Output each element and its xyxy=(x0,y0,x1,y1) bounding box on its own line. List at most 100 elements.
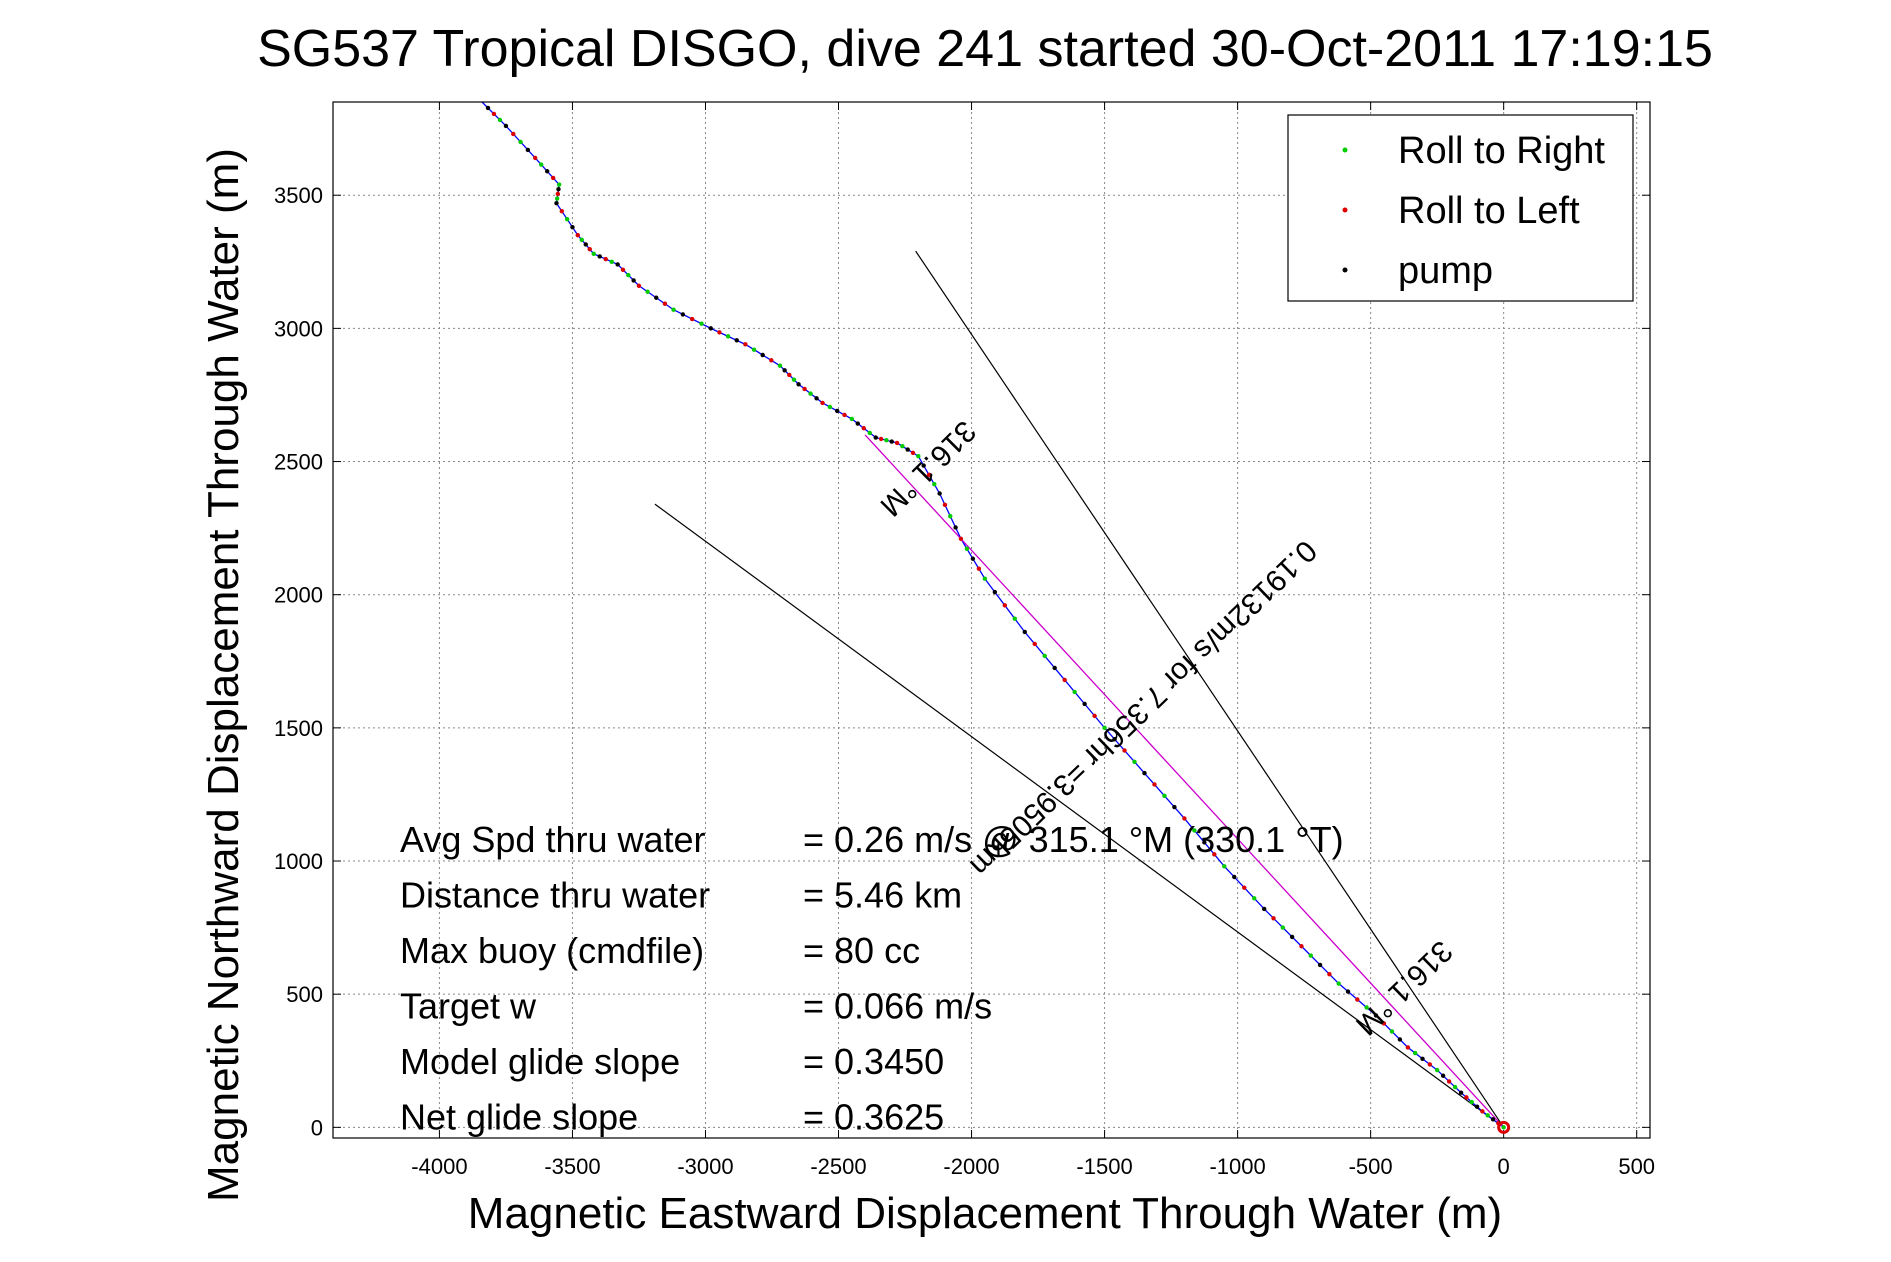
roll-marker xyxy=(626,272,631,278)
roll-marker xyxy=(1413,1050,1418,1056)
stat-label: Net glide slope xyxy=(400,1097,638,1138)
roll-marker xyxy=(970,556,976,561)
roll-marker xyxy=(1022,629,1027,635)
roll-marker xyxy=(782,368,787,373)
roll-marker xyxy=(1271,916,1276,921)
roll-marker xyxy=(1452,1084,1458,1090)
vector-line xyxy=(654,503,1505,1128)
roll-marker xyxy=(953,525,958,530)
roll-marker xyxy=(579,237,584,243)
y-tick-labels: 0 500 1000 1500 2000 2500 3000 3500 xyxy=(274,183,323,1140)
roll-marker xyxy=(777,363,783,368)
grid-lines xyxy=(333,102,1650,1138)
y-tick-label: 3500 xyxy=(274,183,323,208)
roll-marker xyxy=(503,123,509,129)
legend: Roll to Right Roll to Left pump xyxy=(1287,114,1634,302)
roll-marker xyxy=(1480,1109,1485,1114)
y-tick-label: 500 xyxy=(286,982,323,1007)
roll-marker xyxy=(1327,972,1332,977)
x-tick-label: -2000 xyxy=(943,1154,999,1179)
roll-marker xyxy=(1389,1029,1395,1034)
roll-marker xyxy=(550,175,556,181)
roll-marker xyxy=(1474,1104,1480,1109)
roll-marker xyxy=(1262,906,1267,912)
roll-marker xyxy=(958,536,964,541)
roll-marker xyxy=(615,262,620,267)
roll-marker xyxy=(791,377,797,382)
roll-marker xyxy=(591,251,596,257)
y-tick-label: 1000 xyxy=(274,849,323,874)
roll-marker xyxy=(603,256,608,262)
roll-marker xyxy=(1202,840,1207,845)
roll-marker xyxy=(671,307,676,312)
roll-marker xyxy=(1162,793,1167,798)
roll-marker xyxy=(564,216,570,222)
roll-marker xyxy=(1434,1067,1440,1073)
vector-line xyxy=(915,250,1505,1128)
roll-marker xyxy=(587,246,592,252)
y-axis-label: Magnetic Northward Displacement Through … xyxy=(199,148,248,1202)
roll-marker xyxy=(497,117,503,123)
roll-marker xyxy=(583,242,588,247)
roll-marker xyxy=(1172,804,1177,810)
roll-marker xyxy=(884,438,889,443)
direction-vectors xyxy=(654,250,1505,1128)
roll-marker xyxy=(976,566,982,571)
roll-marker xyxy=(1501,1125,1506,1130)
roll-marker xyxy=(556,187,561,192)
roll-marker xyxy=(1142,770,1147,776)
stat-label: Model glide slope xyxy=(400,1041,680,1082)
roll-marker xyxy=(699,321,704,326)
legend-label: pump xyxy=(1398,250,1493,292)
roll-marker xyxy=(1373,1013,1379,1018)
roll-marker xyxy=(878,436,884,442)
x-tick-label: 0 xyxy=(1498,1154,1510,1179)
roll-markers xyxy=(485,105,1511,1134)
track-annotation: 316.1 °M xyxy=(873,414,981,522)
roll-marker xyxy=(708,326,714,331)
roll-marker xyxy=(1122,748,1127,753)
roll-marker xyxy=(654,295,659,300)
roll-marker xyxy=(1469,1099,1474,1105)
x-tick-label: 500 xyxy=(1618,1154,1655,1179)
roll-marker xyxy=(1345,989,1351,994)
stat-label: Avg Spd thru water xyxy=(400,819,706,860)
roll-marker xyxy=(751,347,757,352)
roll-marker xyxy=(1212,852,1217,857)
x-tick-label: -1000 xyxy=(1209,1154,1265,1179)
roll-marker xyxy=(1032,641,1037,647)
roll-marker xyxy=(559,208,565,214)
x-tick-label: -1500 xyxy=(1076,1154,1132,1179)
roll-marker xyxy=(905,447,910,452)
stats-block: Avg Spd thru water = 0.26 m/s @ 315.1 °M … xyxy=(400,819,1344,1138)
roll-marker xyxy=(1280,925,1286,930)
legend-label: Roll to Left xyxy=(1398,190,1580,232)
roll-marker xyxy=(680,312,686,317)
roll-marker xyxy=(662,301,668,306)
x-axis-label: Magnetic Eastward Displacement Through W… xyxy=(468,1189,1502,1238)
stat-value: = 0.3625 xyxy=(803,1097,944,1138)
roll-marker xyxy=(964,546,970,551)
roll-marker xyxy=(1336,981,1341,986)
roll-marker xyxy=(1405,1045,1411,1050)
roll-marker xyxy=(1092,713,1097,719)
roll-marker xyxy=(910,450,916,456)
roll-marker xyxy=(1072,689,1077,695)
roll-marker xyxy=(1042,653,1047,659)
roll-marker xyxy=(802,386,807,392)
roll-marker xyxy=(894,440,900,446)
roll-marker xyxy=(827,404,833,410)
roll-marker xyxy=(1132,759,1137,765)
stat-value: = 0.26 m/s @ 315.1 °M (330.1 °T) xyxy=(803,819,1344,860)
stat-label: Target w xyxy=(400,986,537,1027)
x-tick-label: -500 xyxy=(1349,1154,1393,1179)
roll-marker xyxy=(1420,1056,1425,1061)
roll-marker xyxy=(533,155,538,161)
roll-marker xyxy=(1222,864,1227,869)
roll-marker xyxy=(1381,1021,1387,1026)
y-tick-label: 2000 xyxy=(274,583,323,608)
roll-marker xyxy=(538,162,544,167)
roll-marker xyxy=(1427,1062,1433,1067)
roll-marker xyxy=(1082,701,1087,707)
